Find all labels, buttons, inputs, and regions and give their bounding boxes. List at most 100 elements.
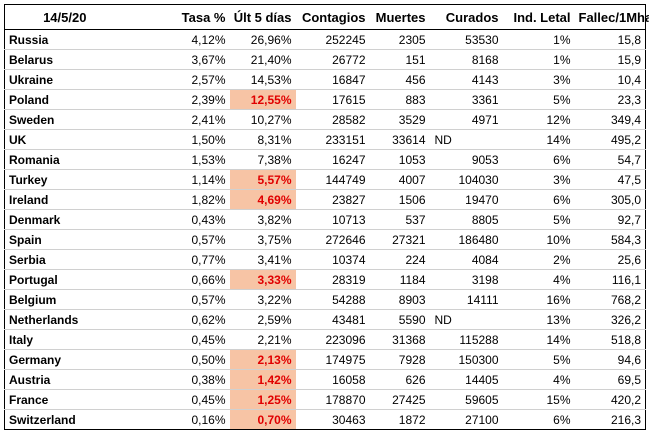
- fallec-cell: 47,5: [617, 172, 642, 187]
- muertes-cell: 456: [405, 72, 426, 87]
- curados-cell: 186480: [458, 232, 499, 247]
- muertes-cell: 4007: [398, 172, 426, 187]
- header-row: 14/5/20 Tasa % Últ 5 días Contagios Muer…: [4, 4, 649, 30]
- muertes-cell: 27321: [392, 232, 426, 247]
- letal-cell: 13%: [546, 312, 571, 327]
- letal-cell: 5%: [553, 212, 571, 227]
- table-row: Russia 4,12% 26,96% 252245 2305 53530 1% 15,8: [4, 30, 646, 50]
- contagios-cell: 28582: [332, 112, 366, 127]
- muertes-cell: 1506: [398, 192, 426, 207]
- contagios-cell: 16058: [332, 372, 366, 387]
- tasa-cell: 0,38%: [191, 372, 226, 387]
- fallec-cell: 584,3: [610, 232, 642, 247]
- muertes-cell: 1184: [399, 272, 426, 287]
- country-cell: Netherlands: [9, 312, 79, 327]
- letal-cell: 6%: [553, 152, 571, 167]
- curados-cell: 4971: [471, 112, 499, 127]
- country-cell: Russia: [9, 32, 49, 47]
- muertes-cell: 1872: [398, 412, 426, 427]
- data-table-container: 14/5/20 Tasa % Últ 5 días Contagios Muer…: [4, 4, 649, 430]
- tasa-cell: 2,41%: [191, 112, 226, 127]
- nd-cell: [430, 90, 452, 110]
- header-tasa: Tasa %: [124, 4, 230, 30]
- tasa-cell: 2,39%: [191, 92, 226, 107]
- table-row: Romania 1,53% 7,38% 16247 1053 9053 6% 54,7: [4, 150, 646, 170]
- fallec-cell: 495,2: [610, 132, 642, 147]
- curados-cell: 3198: [471, 272, 499, 287]
- country-cell: Portugal: [9, 272, 58, 287]
- contagios-cell: 144749: [325, 172, 366, 187]
- tasa-cell: 3,67%: [191, 52, 226, 67]
- nd-cell: [430, 270, 452, 290]
- fallec-cell: 15,8: [617, 32, 642, 47]
- nd-cell: [430, 330, 452, 350]
- country-cell: Ukraine: [9, 72, 54, 87]
- ult5-cell: 10,27%: [250, 112, 292, 127]
- contagios-cell: 30463: [332, 412, 366, 427]
- table-row: Poland 2,39% 12,55% 17615 883 3361 5% 23,3: [4, 89, 646, 110]
- table-row: France 0,45% 1,25% 178870 27425 59605 15% 420,2: [4, 389, 646, 410]
- letal-cell: 14%: [546, 132, 571, 147]
- ult5-cell: 3,33%: [229, 269, 296, 290]
- ult5-cell: 26,96%: [250, 32, 292, 47]
- letal-cell: 5%: [553, 352, 571, 367]
- tasa-cell: 0,77%: [191, 252, 226, 267]
- tasa-cell: 0,43%: [191, 212, 226, 227]
- fallec-cell: 94,6: [617, 352, 642, 367]
- tasa-cell: 0,45%: [191, 392, 226, 407]
- curados-cell: [452, 310, 503, 330]
- curados-cell: 150300: [458, 352, 499, 367]
- contagios-cell: 178870: [325, 392, 366, 407]
- country-cell: Turkey: [9, 172, 48, 187]
- ult5-cell: 12,55%: [229, 89, 296, 110]
- curados-cell: 53530: [465, 32, 499, 47]
- contagios-cell: 23827: [332, 192, 366, 207]
- muertes-cell: 8903: [398, 292, 426, 307]
- ult5-cell: 7,38%: [257, 152, 292, 167]
- muertes-cell: 27425: [392, 392, 426, 407]
- contagios-cell: 16847: [332, 72, 366, 87]
- country-cell: Switzerland: [9, 412, 76, 427]
- muertes-cell: 224: [405, 252, 426, 267]
- fallec-cell: 305,0: [610, 192, 642, 207]
- tasa-cell: 0,50%: [191, 352, 226, 367]
- ult5-cell: 2,59%: [257, 312, 292, 327]
- ult5-cell: 2,13%: [229, 349, 296, 370]
- country-cell: Belarus: [9, 52, 54, 67]
- country-cell: UK: [9, 132, 27, 147]
- nd-cell: [430, 170, 452, 190]
- contagios-cell: 17615: [332, 92, 366, 107]
- nd-cell: [430, 350, 452, 370]
- ult5-cell: 14,53%: [250, 72, 292, 87]
- letal-cell: 4%: [553, 372, 571, 387]
- curados-cell: 3361: [471, 92, 499, 107]
- tasa-cell: 2,57%: [191, 72, 226, 87]
- contagios-cell: 174975: [325, 352, 366, 367]
- curados-cell: 115288: [459, 332, 499, 347]
- table-row: Turkey 1,14% 5,57% 144749 4007 104030 3% 47,5: [4, 169, 646, 190]
- header-ult5: Últ 5 días: [229, 4, 296, 30]
- table-row: Spain 0,57% 3,75% 272646 27321 186480 10% 584,3: [4, 230, 646, 250]
- letal-cell: 5%: [553, 92, 571, 107]
- country-cell: Sweden: [9, 112, 55, 127]
- fallec-cell: 518,8: [610, 332, 642, 347]
- table-row: Switzerland 0,16% 0,70% 30463 1872 27100 6% 216…: [5, 409, 646, 430]
- header-curados: Curados: [429, 4, 503, 30]
- table-row: Germany 0,50% 2,13% 174975 7928 150300 5% 94,6: [4, 349, 646, 370]
- letal-cell: 12%: [546, 112, 571, 127]
- tasa-cell: 1,14%: [191, 172, 226, 187]
- nd-cell: [430, 190, 452, 210]
- letal-cell: 3%: [553, 172, 571, 187]
- fallec-cell: 10,4: [617, 72, 642, 87]
- fallec-cell: 25,6: [617, 252, 642, 267]
- tasa-cell: 4,12%: [191, 32, 226, 47]
- muertes-cell: 5590: [398, 312, 426, 327]
- nd-cell: ND: [434, 132, 452, 147]
- contagios-cell: 10713: [332, 212, 366, 227]
- contagios-cell: 16247: [332, 152, 366, 167]
- muertes-cell: 626: [405, 372, 426, 387]
- ult5-cell: 5,57%: [229, 169, 296, 190]
- header-ind-letal: Ind. Letal: [502, 4, 575, 30]
- ult5-cell: 0,70%: [229, 409, 296, 430]
- nd-cell: [430, 30, 452, 50]
